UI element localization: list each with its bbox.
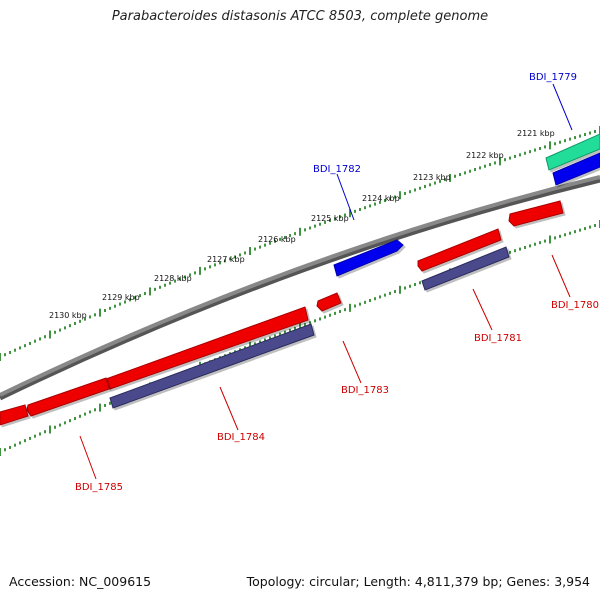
gene-bdi-1780[interactable]	[508, 200, 564, 227]
leader-bdi-1785	[79, 435, 97, 480]
genome-backbone	[0, 175, 600, 397]
tick-label: 2124 kbp	[362, 194, 400, 203]
gene-label-bdi-1784[interactable]: BDI_1784	[217, 432, 265, 443]
scale-labels: 2121 kbp 2122 kbp 2123 kbp 2124 kbp 2125…	[49, 129, 555, 320]
leader-bdi-1781	[472, 288, 493, 331]
tick-label: 2123 kbp	[413, 173, 451, 182]
gene-label-bdi-1782[interactable]: BDI_1782	[313, 164, 361, 175]
gene-labels: BDI_1779 BDI_1782 BDI_1780 BDI_1781 BDI_…	[75, 72, 599, 493]
leader-bdi-1783	[342, 340, 362, 384]
tick-label: 2122 kbp	[466, 151, 504, 160]
genome-summary-text: Topology: circular; Length: 4,811,379 bp…	[246, 574, 590, 589]
label-leaders	[79, 83, 573, 480]
gene-label-bdi-1785[interactable]: BDI_1785	[75, 482, 123, 493]
gene-partial-left[interactable]	[0, 404, 29, 426]
backbone-shadow	[0, 177, 600, 401]
gene-label-bdi-1781[interactable]: BDI_1781	[474, 333, 522, 344]
map-title: Parabacteroides distasonis ATCC 8503, co…	[111, 9, 489, 24]
protein-bdi-1784[interactable]	[109, 323, 315, 409]
leader-bdi-1779	[552, 83, 573, 131]
tick-label: 2127 kbp	[207, 255, 245, 264]
gene-bdi-1782[interactable]	[333, 239, 404, 277]
forward-strand-ticks	[0, 126, 600, 361]
leader-bdi-1780	[551, 254, 571, 298]
gene-features[interactable]	[0, 133, 600, 426]
accession-text: Accession: NC_009615	[9, 574, 152, 589]
protein-bdi-1781[interactable]	[421, 246, 510, 291]
gene-label-bdi-1779[interactable]: BDI_1779	[529, 72, 577, 83]
tick-label: 2130 kbp	[49, 311, 87, 320]
gene-bdi-1785[interactable]	[26, 377, 110, 417]
gene-bdi-1779-rna[interactable]	[545, 133, 600, 171]
gene-bdi-1783[interactable]	[316, 292, 342, 312]
tick-label: 2125 kbp	[311, 214, 349, 223]
gene-bdi-1779-cds[interactable]	[552, 152, 600, 186]
tick-label: 2126 kbp	[258, 235, 296, 244]
leader-bdi-1782	[336, 173, 355, 221]
gene-bdi-1781[interactable]	[417, 228, 502, 272]
tick-label: 2128 kbp	[154, 274, 192, 283]
gene-label-bdi-1780[interactable]: BDI_1780	[551, 300, 599, 311]
gene-label-bdi-1783[interactable]: BDI_1783	[341, 385, 389, 396]
tick-label: 2121 kbp	[517, 129, 555, 138]
tick-label: 2129 kbp	[102, 293, 140, 302]
leader-bdi-1784	[219, 386, 239, 431]
